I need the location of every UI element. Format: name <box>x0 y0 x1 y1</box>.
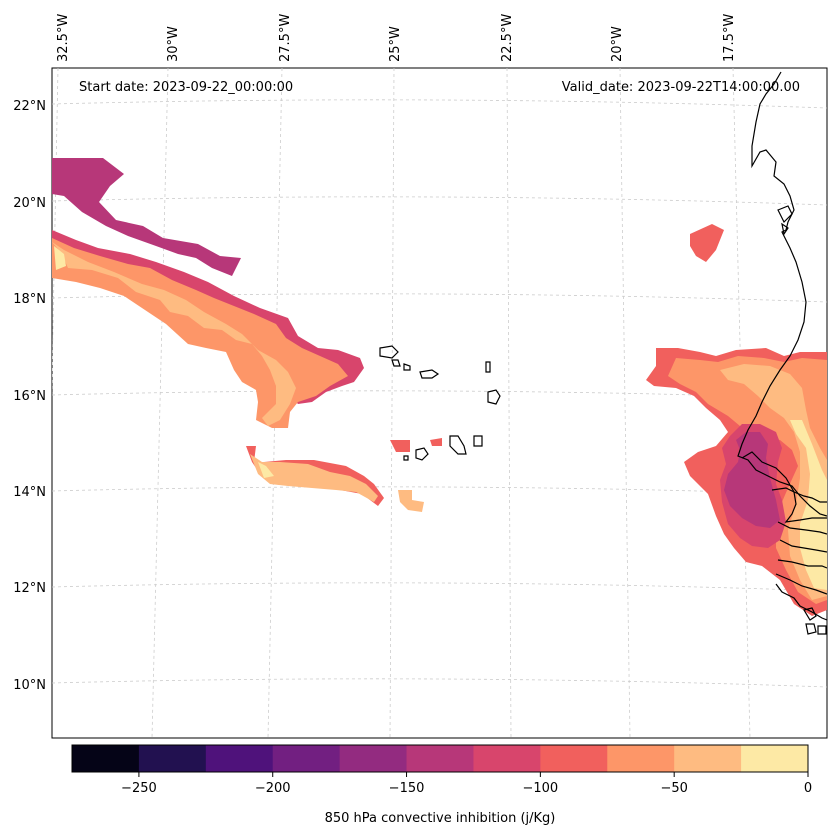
parallel-16n <box>52 390 827 400</box>
colorbar-swatch <box>540 745 608 772</box>
cabo-verde-maio <box>473 435 483 447</box>
graticule <box>52 68 827 738</box>
lat-label-14n: 14°N <box>13 485 46 500</box>
colorbar-swatch <box>138 745 207 772</box>
meridian-30w <box>151 68 169 738</box>
lon-label-30w: 30°W <box>166 26 181 62</box>
colorbar-tick-label: 0 <box>804 781 812 796</box>
colorbar-ticks: −250 −200 −150 −100 −50 0 <box>121 772 812 796</box>
colorbar-swatch <box>406 745 474 772</box>
cin-region-small-a <box>398 490 424 512</box>
parallel-12n <box>52 582 827 592</box>
parallel-20n <box>52 196 827 206</box>
bijagos-islands <box>803 607 827 635</box>
guinea-border <box>775 559 827 595</box>
latitude-labels: 22°N 20°N 18°N 16°N 14°N 12°N 10°N <box>13 99 46 693</box>
colorbar-tick-label: −200 <box>255 781 291 796</box>
cabo-verde-santa-luzia <box>403 363 411 371</box>
colorbar-swatch <box>205 745 274 772</box>
lat-label-22n: 22°N <box>13 99 46 114</box>
colorbar-tick-label: −250 <box>121 781 157 796</box>
cabo-verde-fogo <box>415 447 429 461</box>
colorbar-tick-label: −50 <box>660 781 687 796</box>
meridian-25w <box>389 68 395 738</box>
lat-label-18n: 18°N <box>13 292 46 307</box>
meridian-22-5w <box>506 68 512 738</box>
lon-label-20w: 20°W <box>610 26 625 62</box>
meridian-17-5w <box>732 68 751 738</box>
parallel-14n <box>52 486 827 496</box>
colorbar-frame <box>71 744 809 773</box>
lon-label-22-5w: 22.5°W <box>500 14 515 62</box>
longitude-labels: 32.5°W 30°W 27.5°W 25°W 22.5°W 20°W 17.5… <box>56 14 737 62</box>
cin-region-central-pale <box>258 462 274 478</box>
cabo-verde-boa-vista <box>487 389 501 405</box>
cin-field-east <box>646 348 827 616</box>
lat-label-10n: 10°N <box>13 678 46 693</box>
meridian-27-5w <box>267 68 283 738</box>
parallel-10n <box>52 678 827 688</box>
cin-region-nw-light <box>52 242 296 426</box>
cin-region-small-c <box>430 438 442 446</box>
cabo-verde-sao-vicente <box>391 359 401 367</box>
colorbar-swatch <box>272 745 341 772</box>
colorbar-swatch <box>473 745 541 772</box>
parallel-22n <box>52 99 827 109</box>
lon-label-25w: 25°W <box>388 26 403 62</box>
africa-coastline <box>737 71 827 517</box>
lat-label-12n: 12°N <box>13 581 46 596</box>
colorbar-swatches <box>72 745 809 772</box>
lat-label-20n: 20°N <box>13 196 46 211</box>
gambia-border <box>771 487 827 503</box>
cabo-verde-santo-antao <box>379 345 399 359</box>
colorbar: −250 −200 −150 −100 −50 0 850 hPa convective … <box>71 744 812 826</box>
start-date-label: Start date: 2023-09-22_00:00:00 <box>79 80 293 95</box>
colorbar-tick-label: −150 <box>389 781 425 796</box>
valid-date-label: Valid_date: 2023-09-22T14:00:00.00 <box>562 80 800 95</box>
cin-region-nw-top <box>52 158 241 276</box>
cabo-verde-sal <box>485 361 491 373</box>
senegal-border <box>741 451 827 523</box>
lon-label-32-5w: 32.5°W <box>56 14 71 62</box>
map-panel: Start date: 2023-09-22_00:00:00 Valid_da… <box>13 67 828 739</box>
cin-region-small-b <box>390 440 410 452</box>
colorbar-swatch <box>607 745 675 772</box>
lon-label-17-5w: 17.5°W <box>722 14 737 62</box>
cin-region-patch-19n <box>690 224 724 262</box>
colorbar-label: 850 hPa convective inhibition (j/Kg) <box>325 811 556 826</box>
cin-region-central-orange <box>250 454 378 502</box>
lon-label-27-5w: 27.5°W <box>278 14 293 62</box>
canary-coast-islet <box>777 205 793 236</box>
colorbar-swatch <box>339 745 408 772</box>
cabo-verde-santiago <box>449 435 467 455</box>
cin-region-east-purple <box>724 432 780 528</box>
lat-label-16n: 16°N <box>13 389 46 404</box>
colorbar-swatch <box>741 745 809 772</box>
cabo-verde-brava <box>403 455 409 461</box>
colorbar-swatch <box>72 745 140 772</box>
cin-field-nw-band <box>52 158 364 428</box>
coastlines <box>379 71 827 635</box>
cabo-verde-sao-nicolau <box>419 369 440 379</box>
meridian-20w <box>619 68 631 738</box>
colorbar-swatch <box>674 745 742 772</box>
cin-region-nw-pale <box>54 246 66 270</box>
colorbar-tick-label: −100 <box>523 781 559 796</box>
cin-field-central-band <box>246 438 442 512</box>
south-coast <box>775 583 827 621</box>
guinea-bissau-border <box>777 521 827 553</box>
